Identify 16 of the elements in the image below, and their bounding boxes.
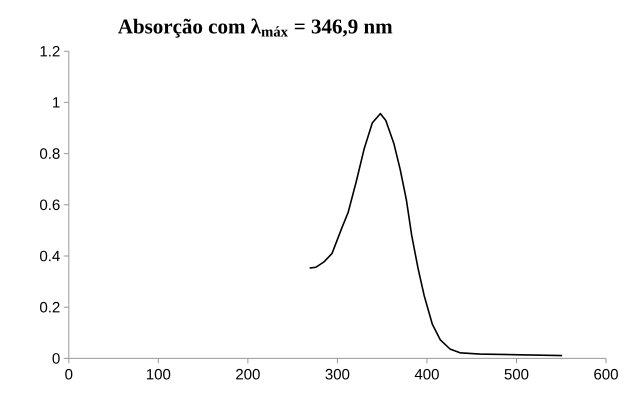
y-tick-label: 0.8 (40, 148, 60, 159)
x-tick-label: 600 (594, 368, 618, 380)
y-tick-label: 0.2 (40, 302, 60, 313)
y-tick-label: 0.6 (40, 199, 60, 210)
x-tick-label: 100 (146, 368, 170, 380)
line-series (308, 112, 563, 356)
y-tick-label: 0 (52, 353, 60, 364)
y-tick-label: 1 (53, 97, 60, 108)
y-tick-label: 0.4 (40, 250, 60, 262)
x-tick-label: 300 (325, 368, 350, 380)
y-tick-label: 1.2 (40, 46, 60, 56)
x-tick-label: 0 (65, 368, 72, 380)
x-tick-label: 200 (236, 368, 260, 380)
chart-title: Absorção com λ$_{máx}$ = 346,9 nm (118, 18, 392, 38)
x-tick-label: 500 (504, 368, 528, 380)
x-tick-label: 400 (414, 368, 439, 380)
